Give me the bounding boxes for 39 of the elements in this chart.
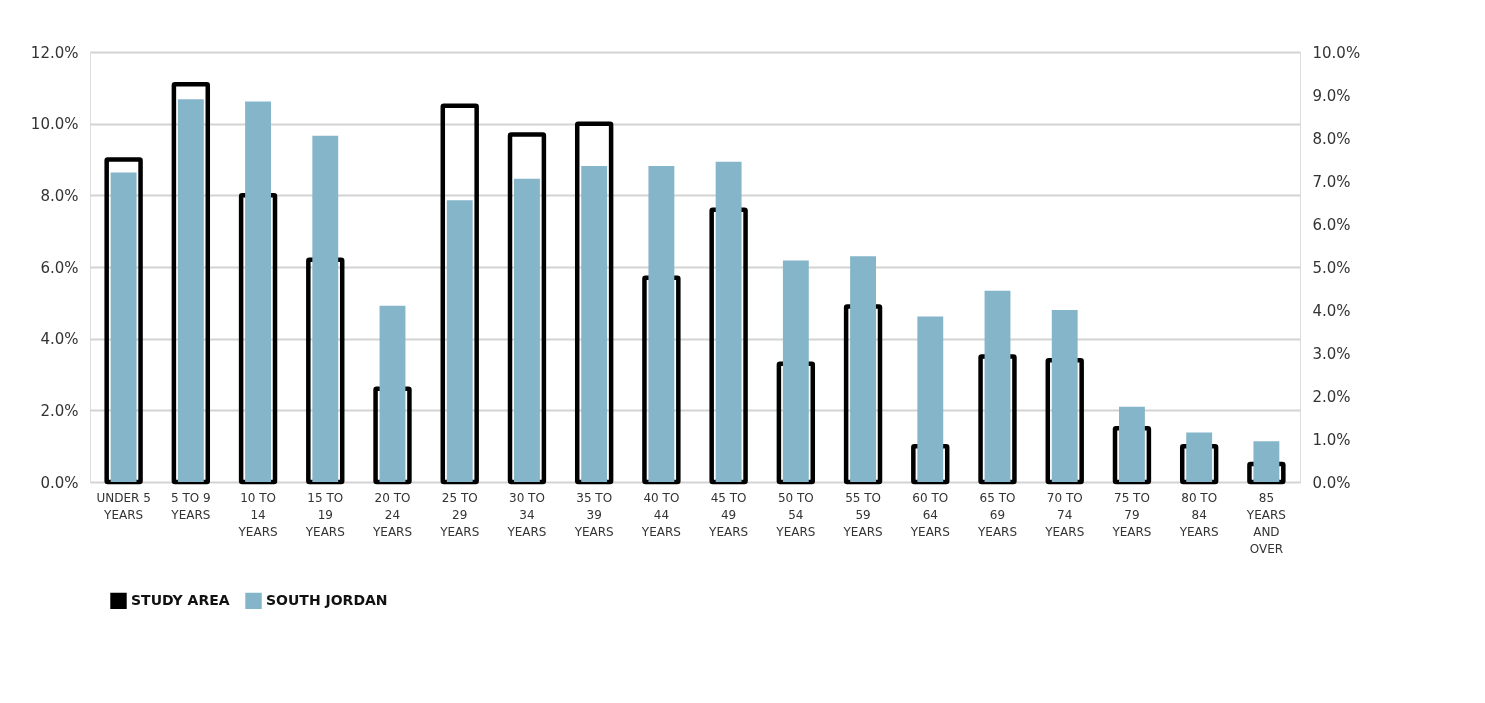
x-tick-label: 40 TO 44 YEARS xyxy=(640,490,681,539)
x-tick-label: UNDER 5 YEARS xyxy=(96,490,151,522)
bar xyxy=(446,200,473,482)
x-tick-label: 60 TO 64 YEARS xyxy=(909,490,950,539)
x-tick-label: 35 TO 39 YEARS xyxy=(573,490,614,539)
x-tick-label: 75 TO 79 YEARS xyxy=(1111,490,1152,539)
legend-label: SOUTH JORDAN xyxy=(266,591,388,608)
x-tick-label: 55 TO 59 YEARS xyxy=(842,490,883,539)
x-tick-label: 85 YEARS AND OVER xyxy=(1245,490,1286,556)
x-tick-label: 80 TO 84 YEARS xyxy=(1178,490,1219,539)
y-tick-label: 6.0% xyxy=(40,258,79,277)
y2-tick-label: 10.0% xyxy=(1312,43,1361,62)
y2-tick-label: 3.0% xyxy=(1312,344,1351,363)
y2-tick-label: 1.0% xyxy=(1312,430,1351,449)
y-tick-label: 0.0% xyxy=(40,473,79,492)
y2-tick-label: 2.0% xyxy=(1312,387,1351,406)
y2-tick-label: 9.0% xyxy=(1312,86,1351,105)
x-tick-label: 45 TO 49 YEARS xyxy=(708,490,749,539)
x-tick-label: 10 TO 14 YEARS xyxy=(237,490,278,539)
y-tick-label: 8.0% xyxy=(40,186,79,205)
y-tick-label: 12.0% xyxy=(30,43,79,62)
x-tick-label: 15 TO 19 YEARS xyxy=(304,490,345,539)
x-tick-label: 30 TO 34 YEARS xyxy=(506,490,547,539)
y2-tick-label: 5.0% xyxy=(1312,258,1351,277)
y-tick-label: 4.0% xyxy=(40,330,79,349)
y2-tick-label: 6.0% xyxy=(1312,215,1351,234)
x-tick-label: 25 TO 29 YEARS xyxy=(439,490,480,539)
x-tick-label: 70 TO 74 YEARS xyxy=(1044,490,1085,539)
x-tick-label: 65 TO 69 YEARS xyxy=(976,490,1018,539)
x-tick-label: 20 TO 24 YEARS xyxy=(371,490,413,539)
y-tick-label: 2.0% xyxy=(40,401,79,420)
x-tick-label: 5 TO 9 YEARS xyxy=(170,490,211,522)
legend-label: STUDY AREA xyxy=(131,591,230,608)
y2-tick-label: 7.0% xyxy=(1312,172,1351,191)
x-tick-label: 50 TO 54 YEARS xyxy=(775,490,816,539)
y2-tick-label: 8.0% xyxy=(1312,129,1351,148)
y2-tick-label: 0.0% xyxy=(1312,473,1351,492)
y2-tick-label: 4.0% xyxy=(1312,301,1351,320)
y-tick-label: 10.0% xyxy=(30,115,79,134)
